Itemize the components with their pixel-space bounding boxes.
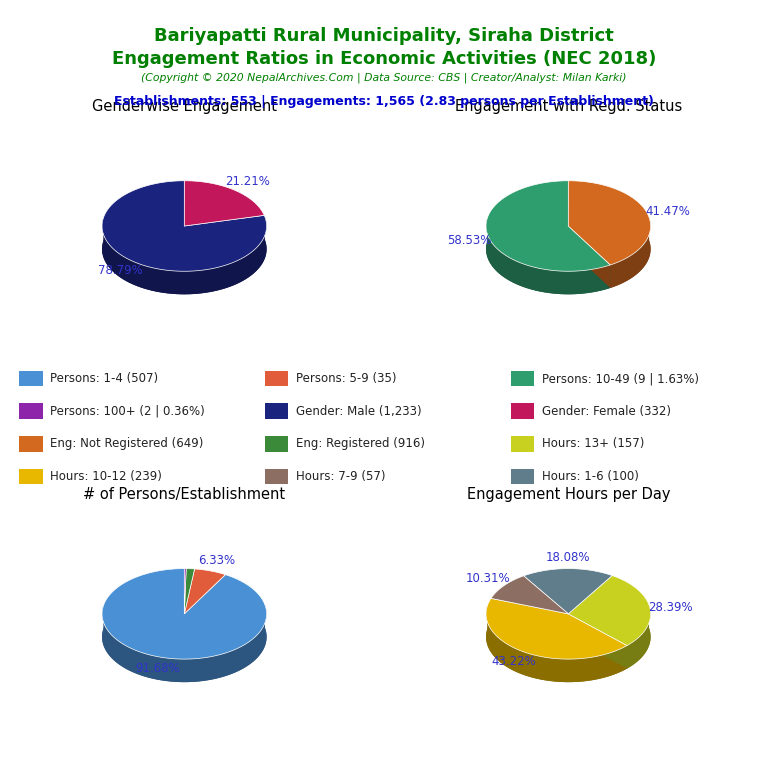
Polygon shape bbox=[568, 226, 611, 288]
Text: Eng: Not Registered (649): Eng: Not Registered (649) bbox=[50, 437, 204, 450]
Text: Hours: 7-9 (57): Hours: 7-9 (57) bbox=[296, 470, 386, 483]
Polygon shape bbox=[184, 180, 264, 226]
Polygon shape bbox=[524, 568, 612, 614]
FancyBboxPatch shape bbox=[265, 468, 289, 485]
Text: Hours: 13+ (157): Hours: 13+ (157) bbox=[541, 437, 644, 450]
Text: 6.33%: 6.33% bbox=[198, 554, 236, 567]
Text: 43.22%: 43.22% bbox=[491, 655, 536, 668]
Polygon shape bbox=[568, 614, 627, 669]
Polygon shape bbox=[184, 592, 225, 637]
Title: Engagement with Regd. Status: Engagement with Regd. Status bbox=[455, 99, 682, 114]
Polygon shape bbox=[184, 569, 225, 614]
Polygon shape bbox=[486, 621, 627, 682]
Text: Eng: Registered (916): Eng: Registered (916) bbox=[296, 437, 425, 450]
FancyBboxPatch shape bbox=[19, 371, 43, 386]
Polygon shape bbox=[184, 591, 186, 637]
Polygon shape bbox=[102, 568, 266, 659]
Polygon shape bbox=[486, 598, 627, 659]
Text: Gender: Male (1,233): Gender: Male (1,233) bbox=[296, 405, 422, 418]
FancyBboxPatch shape bbox=[265, 371, 289, 386]
Text: Persons: 100+ (2 | 0.36%): Persons: 100+ (2 | 0.36%) bbox=[50, 405, 205, 418]
FancyBboxPatch shape bbox=[19, 436, 43, 452]
Polygon shape bbox=[611, 217, 650, 288]
Text: 28.39%: 28.39% bbox=[648, 601, 693, 614]
Text: 10.31%: 10.31% bbox=[465, 572, 510, 585]
Text: 58.53%: 58.53% bbox=[447, 234, 492, 247]
Polygon shape bbox=[568, 575, 650, 646]
FancyBboxPatch shape bbox=[511, 371, 535, 386]
Text: 41.47%: 41.47% bbox=[645, 204, 690, 217]
Polygon shape bbox=[486, 204, 611, 294]
Title: # of Persons/Establishment: # of Persons/Establishment bbox=[83, 487, 286, 502]
Polygon shape bbox=[568, 180, 650, 265]
Text: Engagement Ratios in Economic Activities (NEC 2018): Engagement Ratios in Economic Activities… bbox=[112, 50, 656, 68]
FancyBboxPatch shape bbox=[265, 436, 289, 452]
Polygon shape bbox=[102, 217, 266, 294]
Polygon shape bbox=[184, 591, 194, 637]
Text: 21.21%: 21.21% bbox=[226, 175, 270, 188]
Polygon shape bbox=[184, 568, 186, 614]
Polygon shape bbox=[491, 599, 568, 637]
Polygon shape bbox=[524, 591, 612, 637]
Polygon shape bbox=[568, 204, 650, 288]
Polygon shape bbox=[184, 568, 194, 614]
FancyBboxPatch shape bbox=[19, 403, 43, 419]
Text: (Copyright © 2020 NepalArchives.Com | Data Source: CBS | Creator/Analyst: Milan : (Copyright © 2020 NepalArchives.Com | Da… bbox=[141, 73, 627, 84]
Polygon shape bbox=[102, 591, 266, 682]
FancyBboxPatch shape bbox=[265, 403, 289, 419]
Text: 18.08%: 18.08% bbox=[545, 551, 590, 564]
Title: Genderwise Engagement: Genderwise Engagement bbox=[92, 99, 276, 114]
FancyBboxPatch shape bbox=[19, 468, 43, 485]
FancyBboxPatch shape bbox=[511, 403, 535, 419]
Text: Gender: Female (332): Gender: Female (332) bbox=[541, 405, 670, 418]
Polygon shape bbox=[568, 614, 627, 669]
Text: Persons: 5-9 (35): Persons: 5-9 (35) bbox=[296, 372, 396, 385]
Polygon shape bbox=[486, 219, 611, 294]
Polygon shape bbox=[486, 180, 611, 271]
Title: Engagement Hours per Day: Engagement Hours per Day bbox=[467, 487, 670, 502]
Text: Hours: 1-6 (100): Hours: 1-6 (100) bbox=[541, 470, 638, 483]
Polygon shape bbox=[568, 226, 611, 288]
Polygon shape bbox=[102, 605, 266, 682]
Text: Bariyapatti Rural Municipality, Siraha District: Bariyapatti Rural Municipality, Siraha D… bbox=[154, 27, 614, 45]
Polygon shape bbox=[568, 598, 650, 669]
Text: 91.68%: 91.68% bbox=[135, 662, 180, 675]
FancyBboxPatch shape bbox=[511, 436, 535, 452]
Text: Establishments: 553 | Engagements: 1,565 (2.83 persons per Establishment): Establishments: 553 | Engagements: 1,565… bbox=[114, 95, 654, 108]
Polygon shape bbox=[627, 605, 650, 669]
Text: Persons: 1-4 (507): Persons: 1-4 (507) bbox=[50, 372, 158, 385]
Text: Persons: 10-49 (9 | 1.63%): Persons: 10-49 (9 | 1.63%) bbox=[541, 372, 699, 385]
FancyBboxPatch shape bbox=[511, 468, 535, 485]
Text: Hours: 10-12 (239): Hours: 10-12 (239) bbox=[50, 470, 162, 483]
Polygon shape bbox=[491, 576, 568, 614]
Polygon shape bbox=[102, 204, 266, 294]
Polygon shape bbox=[486, 607, 627, 682]
Text: 78.79%: 78.79% bbox=[98, 264, 143, 277]
Polygon shape bbox=[184, 204, 264, 249]
Polygon shape bbox=[102, 180, 266, 271]
